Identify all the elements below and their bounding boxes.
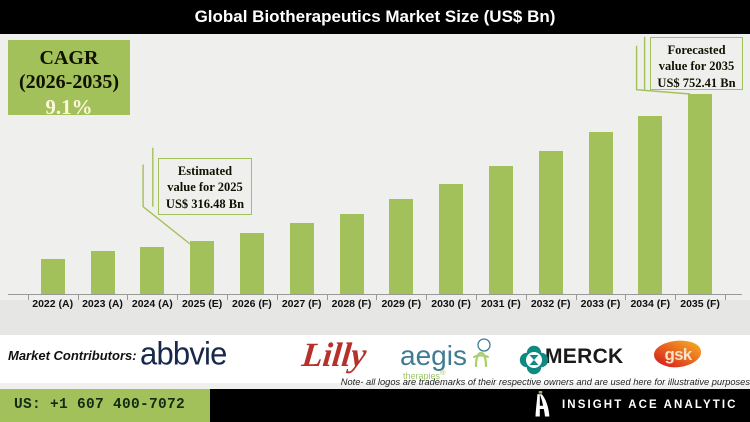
svg-text:gsk: gsk xyxy=(665,345,693,364)
